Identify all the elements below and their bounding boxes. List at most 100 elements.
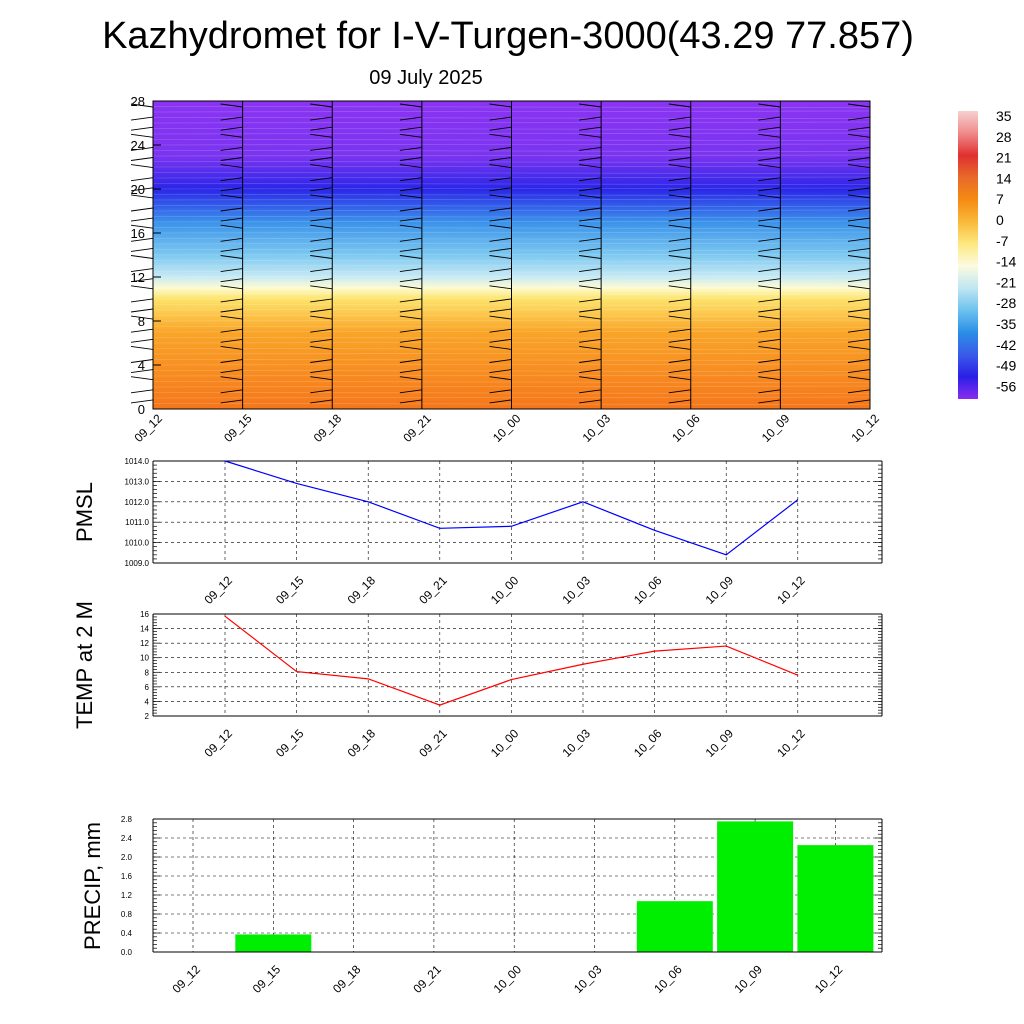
colorbar-label: 14 <box>996 170 1012 186</box>
wind-barb <box>847 369 871 374</box>
wind-barb <box>310 237 333 242</box>
colorbar-label: -28 <box>996 295 1016 311</box>
wind-barb <box>847 164 871 169</box>
x-tick-label: 10_09 <box>703 726 737 760</box>
y-tick-label: 0.8 <box>121 910 133 919</box>
wind-barb <box>310 255 333 259</box>
wind-barb <box>489 308 512 313</box>
wind-barb <box>489 389 512 394</box>
wind-barb <box>220 278 243 283</box>
wind-barb <box>489 359 512 363</box>
wind-barb <box>489 298 512 303</box>
wind-barb <box>847 177 871 182</box>
x-tick-label: 10_06 <box>631 726 665 760</box>
wind-barb <box>668 338 691 343</box>
wind-barb <box>399 399 422 404</box>
wind-barb <box>758 338 781 343</box>
wind-barb <box>579 146 602 151</box>
wind-barb <box>758 255 781 259</box>
x-tick-label: 09_12 <box>201 573 235 607</box>
wind-barb <box>758 194 781 199</box>
x-tick-label: 09_12 <box>169 962 203 996</box>
precip-bar <box>717 821 794 952</box>
wind-barb <box>847 247 871 252</box>
wind-barb <box>310 224 333 229</box>
wind-barb <box>399 345 422 350</box>
wind-barb <box>130 187 154 192</box>
wind-barb <box>310 187 333 192</box>
y-axis-label: TEMP at 2 M <box>72 601 97 729</box>
wind-barb <box>579 399 602 404</box>
wind-barb <box>847 217 871 222</box>
wind-barb <box>758 268 781 273</box>
wind-barb <box>399 133 422 138</box>
x-tick-label: 10_00 <box>491 962 525 996</box>
wind-barb <box>758 247 781 252</box>
wind-barb <box>668 268 691 273</box>
colorbar-label: -21 <box>996 274 1016 290</box>
wind-barb <box>758 278 781 283</box>
wind-barb <box>130 133 154 138</box>
wind-barb <box>579 237 602 242</box>
wind-barb <box>130 164 154 169</box>
wind-barb <box>758 207 781 212</box>
wind-barb <box>847 359 871 363</box>
y-tick-label: 16 <box>140 610 149 619</box>
y-tick-label: 2.0 <box>121 853 133 862</box>
y-tick-label: 4 <box>145 697 150 706</box>
wind-barb <box>489 328 512 333</box>
wind-barb <box>758 369 781 374</box>
wind-barb <box>847 116 871 121</box>
y-axis-label: PRECIP, mm <box>80 822 105 950</box>
wind-barb <box>847 126 871 131</box>
colorbar-label: -35 <box>996 316 1016 332</box>
x-tick-label: 10_00 <box>490 411 524 445</box>
wind-barb <box>220 194 243 199</box>
figure-title: Kazhydromet for I-V-Turgen-3000(43.29 77… <box>102 15 914 57</box>
wind-barb <box>668 133 691 138</box>
wind-barb <box>758 315 781 320</box>
figure-subtitle: 09 July 2025 <box>369 67 482 89</box>
wind-barb <box>130 157 154 161</box>
x-tick-label: 10_09 <box>759 411 793 445</box>
y-tick-label: 6 <box>145 683 150 692</box>
wind-barb <box>579 389 602 394</box>
wind-barb <box>399 224 422 229</box>
wind-barb <box>668 224 691 229</box>
wind-barb <box>130 224 154 229</box>
wind-barb <box>579 177 602 182</box>
wind-barb <box>130 376 154 381</box>
series-line <box>224 615 799 706</box>
precip-bar <box>235 934 312 952</box>
x-tick-label: 10_03 <box>559 726 593 760</box>
wind-barb <box>130 103 154 108</box>
wind-barb <box>668 103 691 108</box>
wind-barb <box>847 399 871 404</box>
wind-barb <box>668 399 691 404</box>
y-tick-label: 24 <box>131 138 145 153</box>
wind-barb <box>310 133 333 138</box>
wind-barb <box>399 298 422 303</box>
wind-barb <box>489 103 512 108</box>
wind-barb <box>220 133 243 138</box>
x-tick-label: 09_21 <box>400 411 434 445</box>
wind-barb <box>847 389 871 394</box>
wind-barb <box>489 285 512 290</box>
wind-barb <box>310 399 333 404</box>
x-tick-label: 10_00 <box>488 726 522 760</box>
x-tick-label: 10_03 <box>580 411 614 445</box>
wind-barb <box>310 247 333 252</box>
wind-barb <box>668 177 691 182</box>
wind-barb <box>130 207 154 212</box>
wind-barb <box>220 338 243 343</box>
wind-barb <box>758 345 781 350</box>
wind-barb <box>310 328 333 333</box>
x-tick-label: 09_18 <box>345 726 379 760</box>
wind-barb <box>220 345 243 350</box>
wind-barb <box>847 103 871 108</box>
wind-barb <box>220 237 243 242</box>
wind-barb <box>579 268 602 273</box>
wind-barb <box>579 359 602 363</box>
precip-panel: 09_12 09_15 09_18 09_21 10_00 10_03 10_06 10_09… <box>80 815 883 996</box>
wind-barb <box>310 103 333 108</box>
